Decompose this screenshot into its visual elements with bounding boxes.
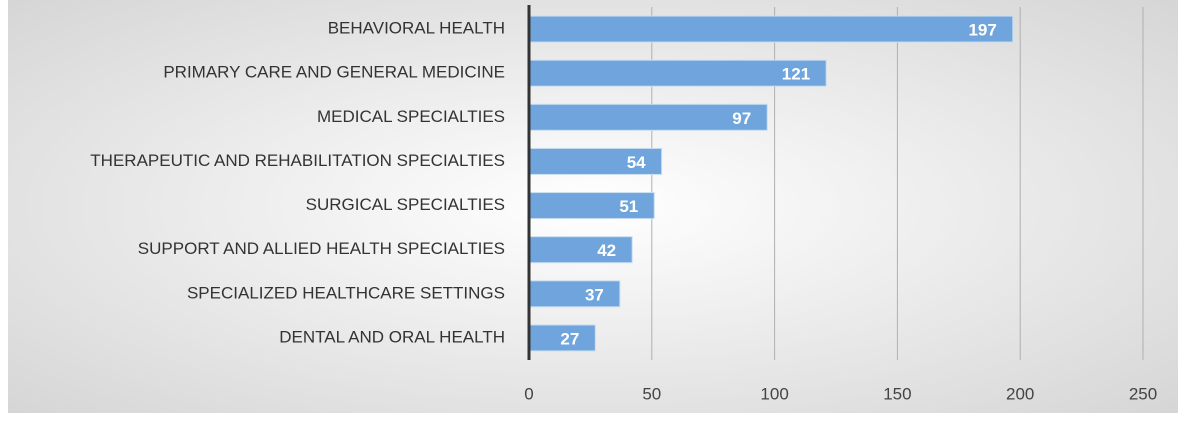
bar (528, 103, 768, 131)
x-tick-label: 250 (1129, 384, 1157, 403)
x-tick-label: 0 (524, 384, 533, 403)
data-label: 121 (782, 65, 810, 84)
x-tick-label: 200 (1006, 384, 1034, 403)
data-label: 51 (619, 197, 638, 216)
y-tick-label: SPECIALIZED HEALTHCARE SETTINGS (187, 283, 505, 302)
y-tick-label: SURGICAL SPECIALTIES (306, 195, 505, 214)
y-tick-label: THERAPEUTIC AND REHABILITATION SPECIALTI… (90, 151, 505, 170)
y-tick-label: BEHAVIORAL HEALTH (328, 19, 505, 38)
bar (528, 192, 655, 220)
x-tick-label: 50 (642, 384, 661, 403)
data-label: 27 (560, 329, 579, 348)
bar (528, 324, 596, 352)
x-tick-label: 100 (760, 384, 788, 403)
labels: 0 50 100 150 200 250 BEHAVIORAL HEALTH 197 PRIMA… (90, 5, 1157, 403)
y-tick-label: SUPPORT AND ALLIED HEALTH SPECIALTIES (138, 239, 505, 258)
y-tick-label: PRIMARY CARE AND GENERAL MEDICINE (163, 63, 505, 82)
y-tick-label: DENTAL AND ORAL HEALTH (279, 327, 505, 346)
data-label: 54 (627, 153, 646, 172)
bar (528, 236, 633, 264)
x-tick-label: 150 (883, 384, 911, 403)
data-label: 37 (585, 285, 604, 304)
bar (528, 59, 827, 87)
bar (528, 280, 621, 308)
data-label: 197 (968, 21, 996, 40)
bar (528, 15, 1014, 43)
bar (528, 147, 663, 175)
y-tick-label: MEDICAL SPECIALTIES (317, 107, 505, 126)
data-label: 97 (732, 109, 751, 128)
data-label: 42 (597, 241, 616, 260)
